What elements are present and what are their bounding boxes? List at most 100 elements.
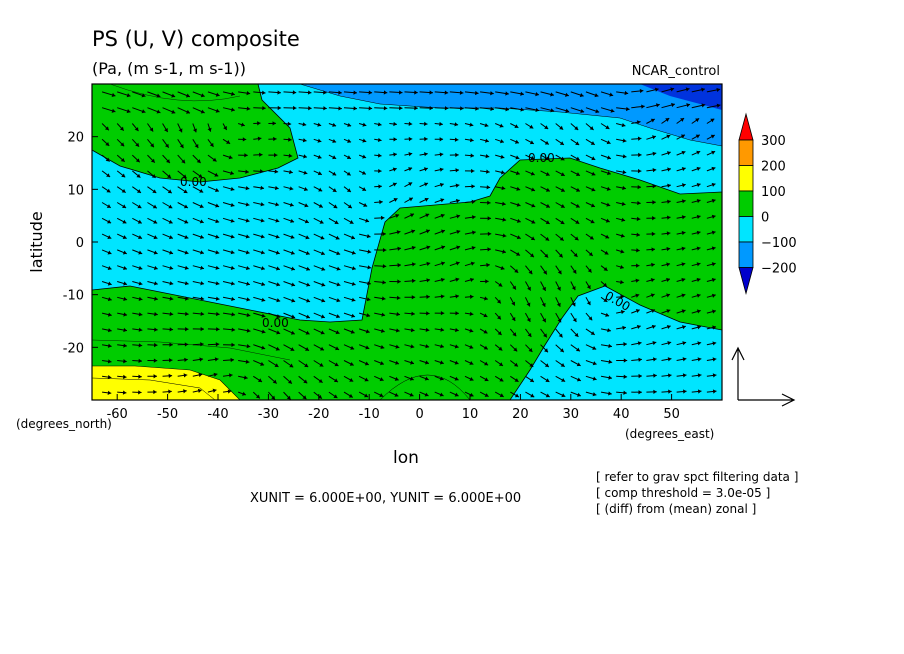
wind-vector-head <box>168 389 172 394</box>
wind-vector-head <box>711 246 716 251</box>
wind-vector-head <box>200 342 204 347</box>
wind-vector-head <box>623 390 627 395</box>
wind-vector-head <box>652 168 657 173</box>
wind-vector-head <box>590 331 595 335</box>
x-tick-label: 10 <box>462 407 479 422</box>
wind-vector-head <box>122 390 127 395</box>
wind-vector-head <box>424 376 429 381</box>
wind-vector-head <box>637 200 641 206</box>
wind-vector-head <box>501 185 506 191</box>
wind-vector-head <box>650 293 655 298</box>
wind-vector-head <box>666 246 671 252</box>
wind-vector-head <box>290 347 295 351</box>
wind-vector-head <box>290 218 295 223</box>
wind-vector-head <box>122 235 127 240</box>
wind-vector-head <box>231 91 235 96</box>
wind-vector-head <box>323 90 327 95</box>
wind-vector-head <box>107 219 112 224</box>
wind-vector-head <box>440 344 444 349</box>
wind-vector-head <box>440 327 445 332</box>
wind-vector-head <box>487 216 492 221</box>
wind-vector-head <box>260 202 265 207</box>
wind-vector-head <box>105 157 110 162</box>
wind-vector-head <box>306 266 310 271</box>
wind-vector-head <box>515 171 520 176</box>
wind-vector-head <box>183 373 188 378</box>
wind-vector-head <box>636 263 640 268</box>
colorbar-segment <box>738 165 754 192</box>
wind-vector-head <box>362 187 367 191</box>
wind-vector-head <box>545 156 550 161</box>
wind-vector-head <box>651 262 655 268</box>
wind-vector-head <box>545 203 550 208</box>
wind-vector-head <box>545 220 550 224</box>
wind-vector-head <box>304 219 309 224</box>
wind-vector-head <box>667 183 671 188</box>
wind-vector-head <box>332 122 337 127</box>
wind-vector-head <box>424 197 429 202</box>
wind-vector-head <box>246 344 251 349</box>
wind-vector-head <box>215 203 220 208</box>
wind-vector-head <box>681 183 686 188</box>
wind-vector-head <box>574 126 579 130</box>
wind-vector-head <box>439 392 444 397</box>
wind-vector-head <box>456 214 461 219</box>
wind-vector-head <box>653 389 657 395</box>
wind-vector-head <box>275 202 279 207</box>
wind-vector-head <box>395 213 400 218</box>
wind-vector-head <box>107 390 112 395</box>
wind-vector-head <box>589 126 594 130</box>
wind-vector-head <box>605 218 610 223</box>
wind-vector-head <box>499 377 504 382</box>
wind-vector-head <box>231 296 235 302</box>
wind-vector-head <box>697 341 702 346</box>
wind-vector-head <box>290 234 295 239</box>
wind-vector-head <box>651 231 656 237</box>
wind-vector-head <box>456 245 461 250</box>
wind-vector-head <box>396 312 401 317</box>
wind-vector-head <box>528 348 533 352</box>
wind-vector-head <box>351 250 356 255</box>
wind-vector-head <box>334 220 339 224</box>
wind-vector-head <box>346 171 351 176</box>
wind-vector-head <box>153 250 158 255</box>
wind-vector-head <box>141 93 146 98</box>
wind-vector-head <box>123 265 127 271</box>
wind-vector-head <box>505 107 510 112</box>
wind-vector-head <box>487 231 492 237</box>
wind-vector-head <box>408 121 413 126</box>
wind-vector-head <box>455 261 460 266</box>
wind-vector-head <box>199 204 204 208</box>
x-axis-title: lon <box>393 448 419 468</box>
wind-vector-head <box>260 361 265 366</box>
wind-vector-head <box>592 376 597 381</box>
wind-vector-head <box>261 90 266 95</box>
wind-vector-head <box>212 388 217 393</box>
wind-vector-head <box>544 253 549 258</box>
wind-vector-head <box>511 317 516 322</box>
wind-vector-head <box>123 374 127 380</box>
wind-vector-head <box>199 188 204 193</box>
wind-vector-head <box>608 343 612 349</box>
wind-vector-head <box>608 375 613 380</box>
wind-vector-head <box>606 140 611 145</box>
wind-vector-head <box>287 379 292 384</box>
wind-vector-head <box>200 326 204 332</box>
wind-vector-head <box>426 261 431 266</box>
wind-vector-head <box>169 342 173 347</box>
wind-vector-head <box>393 152 397 157</box>
wind-vector-head <box>214 172 219 177</box>
wind-vector-head <box>408 167 413 172</box>
wind-vector-head <box>513 362 518 367</box>
wind-vector-head <box>529 140 534 145</box>
y-unit-label: (degrees_north) <box>16 417 112 431</box>
wind-vector-head <box>696 246 701 251</box>
wind-vector-head <box>666 324 671 330</box>
wind-vector-head <box>353 106 357 111</box>
wind-vector-head <box>514 378 519 382</box>
wind-vector-head <box>347 138 352 143</box>
wind-vector-head <box>440 213 445 218</box>
wind-vector-head <box>397 246 402 251</box>
wind-vector-head <box>275 346 280 351</box>
